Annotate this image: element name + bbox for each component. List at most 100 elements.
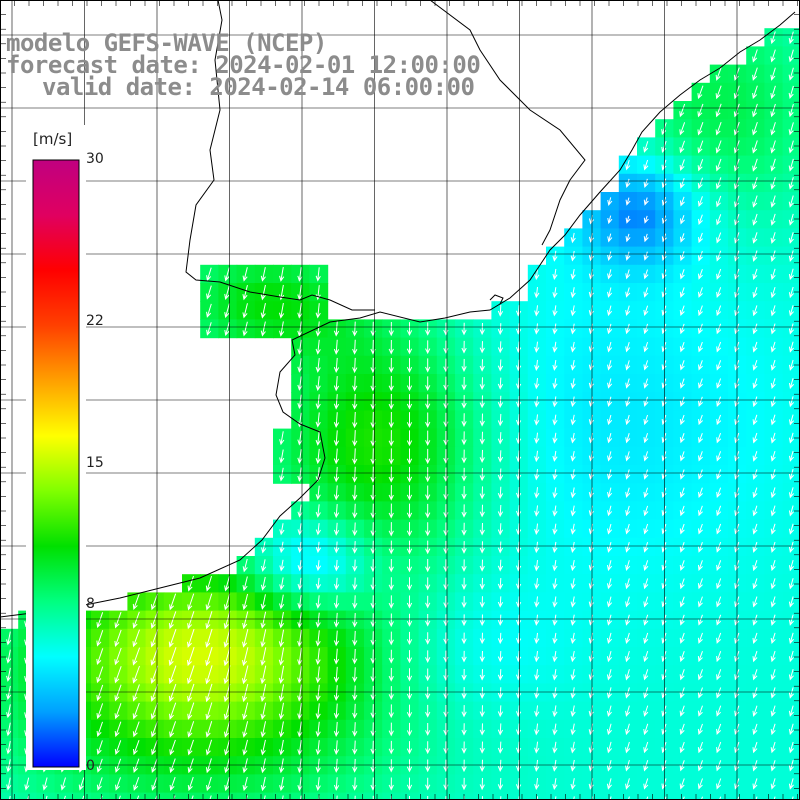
- wind-arrow: [752, 396, 758, 408]
- wind-arrow: [497, 432, 504, 445]
- wind-arrow: [554, 796, 557, 800]
- wind-arrow: [752, 378, 758, 389]
- wind-arrow: [788, 396, 795, 408]
- wind-arrow: [224, 285, 230, 300]
- wind-arrow: [534, 359, 540, 372]
- wind-arrow: [643, 433, 649, 444]
- wind-arrow: [388, 704, 394, 719]
- wind-arrow: [697, 705, 703, 717]
- wind-arrow: [278, 302, 285, 319]
- wind-arrow: [479, 541, 485, 554]
- wind-arrow: [45, 795, 48, 800]
- wind-arrow: [606, 650, 613, 663]
- wind-arrow: [643, 159, 649, 171]
- wind-arrow: [297, 666, 303, 684]
- wind-arrow: [278, 739, 285, 756]
- wind-arrow: [697, 560, 703, 571]
- wind-arrow: [534, 687, 540, 699]
- wind-arrow: [643, 451, 649, 462]
- wind-arrow: [260, 647, 267, 666]
- wind-arrow: [570, 523, 576, 535]
- wind-arrow: [716, 614, 722, 626]
- wind-arrow: [497, 669, 504, 681]
- wind-arrow: [552, 541, 558, 554]
- wind-arrow: [679, 741, 685, 754]
- wind-arrow: [461, 413, 467, 427]
- wind-arrow: [315, 666, 321, 684]
- wind-arrow: [297, 467, 303, 482]
- wind-arrow: [223, 628, 231, 648]
- wind-arrow: [679, 596, 685, 608]
- wind-arrow: [625, 178, 631, 188]
- wind-arrow: [333, 503, 340, 519]
- wind-arrow: [716, 650, 722, 663]
- wind-arrow: [315, 703, 321, 720]
- wind-arrow: [552, 250, 558, 262]
- wind-arrow: [643, 705, 649, 717]
- wind-arrow: [297, 284, 303, 301]
- wind-arrow: [443, 741, 449, 754]
- wind-arrow: [479, 486, 485, 500]
- wind-arrow: [425, 686, 431, 700]
- wind-arrow: [788, 778, 794, 790]
- wind-arrow: [297, 449, 303, 464]
- wind-arrow: [552, 614, 558, 626]
- wind-arrow: [497, 541, 504, 554]
- wind-arrow: [698, 378, 703, 389]
- wind-arrow: [697, 103, 704, 118]
- wind-arrow: [443, 540, 449, 555]
- wind-arrow: [242, 284, 248, 301]
- wind-arrow: [679, 523, 685, 535]
- wind-arrow: [425, 741, 431, 755]
- wind-arrow: [187, 702, 195, 720]
- wind-arrow: [479, 705, 485, 718]
- wind-arrow: [570, 396, 576, 408]
- wind-arrow: [169, 593, 177, 611]
- wind-arrow: [534, 468, 540, 481]
- wind-arrow: [297, 376, 303, 391]
- wind-arrow: [242, 702, 249, 720]
- wind-arrow: [132, 739, 140, 756]
- wind-arrow: [443, 559, 449, 573]
- wind-arrow: [788, 140, 794, 154]
- wind-arrow: [278, 721, 285, 738]
- wind-arrow: [607, 341, 613, 353]
- wind-arrow: [788, 49, 794, 63]
- wind-arrow: [406, 394, 413, 410]
- wind-arrow: [205, 721, 213, 738]
- wind-arrow: [406, 722, 413, 737]
- wind-arrow: [679, 196, 685, 207]
- wind-arrow: [388, 558, 394, 573]
- wind-arrow: [352, 375, 358, 392]
- wind-arrow: [770, 650, 776, 663]
- wind-arrow: [223, 593, 231, 611]
- wind-arrow: [479, 504, 485, 518]
- wind-arrow: [497, 741, 504, 754]
- wind-arrow: [278, 611, 285, 629]
- wind-arrow: [388, 485, 394, 501]
- wind-arrow: [242, 629, 249, 648]
- wind-arrow: [406, 430, 413, 447]
- wind-arrow: [573, 796, 575, 800]
- map-title-model: modelo GEFS-WAVE (NCEP): [6, 29, 327, 57]
- wind-arrow: [388, 577, 394, 591]
- wind-arrow: [752, 578, 758, 590]
- wind-arrow: [333, 595, 340, 609]
- wind-arrow: [461, 596, 467, 609]
- wind-arrow: [552, 741, 558, 754]
- wind-arrow: [260, 702, 267, 720]
- wind-arrow: [297, 321, 303, 337]
- wind-arrow: [697, 85, 704, 100]
- wind-arrow: [352, 649, 358, 665]
- wind-arrow: [752, 523, 758, 535]
- wind-arrow: [497, 359, 504, 372]
- wind-arrow: [643, 287, 649, 298]
- wind-arrow: [406, 540, 413, 555]
- wind-arrow: [425, 540, 431, 555]
- wind-arrow: [443, 322, 449, 336]
- wind-arrow: [409, 795, 411, 800]
- wind-arrow: [552, 450, 558, 462]
- wind-arrow: [679, 414, 685, 426]
- wind-arrow: [479, 468, 485, 482]
- wind-arrow: [461, 431, 467, 446]
